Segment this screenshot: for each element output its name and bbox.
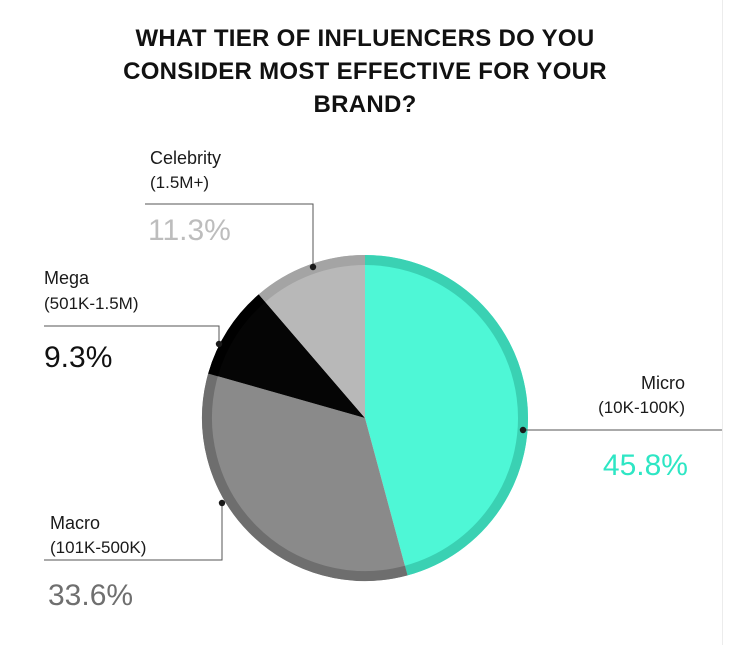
pie-slice-micro bbox=[365, 255, 528, 576]
leader-line-macro bbox=[44, 503, 223, 561]
right-edge-divider bbox=[722, 0, 723, 645]
pie-slice-rim-celebrity bbox=[258, 255, 366, 303]
leader-dot-celebrity bbox=[309, 263, 317, 271]
chart-title-line-2: CONSIDER MOST EFFECTIVE FOR YOUR bbox=[123, 58, 607, 85]
leader-dot-mega bbox=[215, 340, 223, 348]
pie-annotations: Micro (10K-100K) 45.8% Macro (101K-500K) 33.6… bbox=[44, 148, 722, 612]
slice-range-mega: (501K-1.5M) bbox=[44, 294, 138, 313]
pie-slice-rim-mega bbox=[208, 294, 266, 377]
pie-slice-rim-micro bbox=[364, 255, 528, 576]
chart-title-line-1: WHAT TIER OF INFLUENCERS DO YOU bbox=[135, 25, 595, 52]
pie-slices bbox=[202, 255, 528, 581]
chart-title-line-3: BRAND? bbox=[313, 91, 417, 118]
chart-title: WHAT TIER OF INFLUENCERS DO YOU CONSIDER… bbox=[80, 22, 650, 121]
leader-line-celebrity bbox=[145, 203, 314, 267]
pie-slice-celebrity bbox=[258, 255, 365, 418]
slice-range-macro: (101K-500K) bbox=[50, 538, 146, 557]
slice-value-label-micro: 45.8% bbox=[603, 449, 688, 482]
slice-name-micro: Micro bbox=[641, 373, 685, 393]
leader-line-mega bbox=[44, 325, 220, 344]
slice-name-celebrity: Celebrity bbox=[150, 148, 221, 168]
slice-name-mega: Mega bbox=[44, 268, 90, 288]
slice-range-celebrity: (1.5M+) bbox=[150, 173, 209, 192]
slice-value-label-mega: 9.3% bbox=[44, 341, 112, 374]
slice-value-label-celebrity: 11.3% bbox=[148, 214, 231, 247]
leader-dot-macro bbox=[218, 499, 226, 507]
pie-slice-rim-macro bbox=[202, 373, 408, 581]
pie-slice-mega bbox=[208, 294, 365, 418]
slice-name-macro: Macro bbox=[50, 513, 100, 533]
slice-value-label-macro: 33.6% bbox=[48, 579, 133, 612]
leader-dot-micro bbox=[519, 426, 527, 434]
slice-range-micro: (10K-100K) bbox=[598, 398, 685, 417]
